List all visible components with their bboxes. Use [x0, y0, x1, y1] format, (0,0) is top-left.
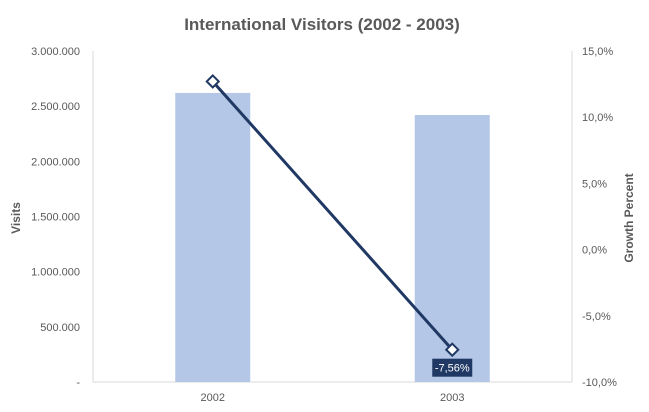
growth-point-2002	[205, 74, 221, 89]
y-tick-label: 500.000	[40, 322, 80, 334]
bar-2002	[175, 92, 251, 382]
y-axis-title: Visits	[9, 202, 23, 234]
y2-tick-label: -10,0%	[582, 377, 617, 389]
y-tick-label: 1.000.000	[31, 267, 80, 279]
y-tick-label: 2.000.000	[31, 156, 80, 168]
y2-tick-label: -5,0%	[582, 311, 611, 323]
data-label: -7,56%	[435, 363, 470, 375]
y2-tick-label: 10,0%	[582, 112, 613, 124]
y2-tick-label: 0,0%	[582, 245, 607, 257]
plot-area: - 500.000 1.000.000 1.500.000 2.000.000 2.500…	[31, 46, 617, 404]
bar-2003	[414, 114, 490, 382]
x-tick-label: 2002	[201, 392, 225, 404]
y2-tick-label: 5,0%	[582, 178, 607, 190]
y-tick-label: 1.500.000	[31, 212, 80, 224]
y-tick-label: -	[76, 377, 80, 389]
y2-axis-title: Growth Percent	[622, 173, 636, 262]
y-tick-label: 2.500.000	[31, 101, 80, 113]
growth-line	[211, 80, 454, 351]
x-tick-label: 2003	[440, 392, 464, 404]
chart-title: International Visitors (2002 - 2003)	[184, 15, 460, 34]
y-tick-label: 3.000.000	[31, 46, 80, 58]
y2-tick-label: 15,0%	[582, 46, 613, 58]
data-label-box	[432, 358, 473, 377]
growth-point-2003	[444, 342, 460, 358]
